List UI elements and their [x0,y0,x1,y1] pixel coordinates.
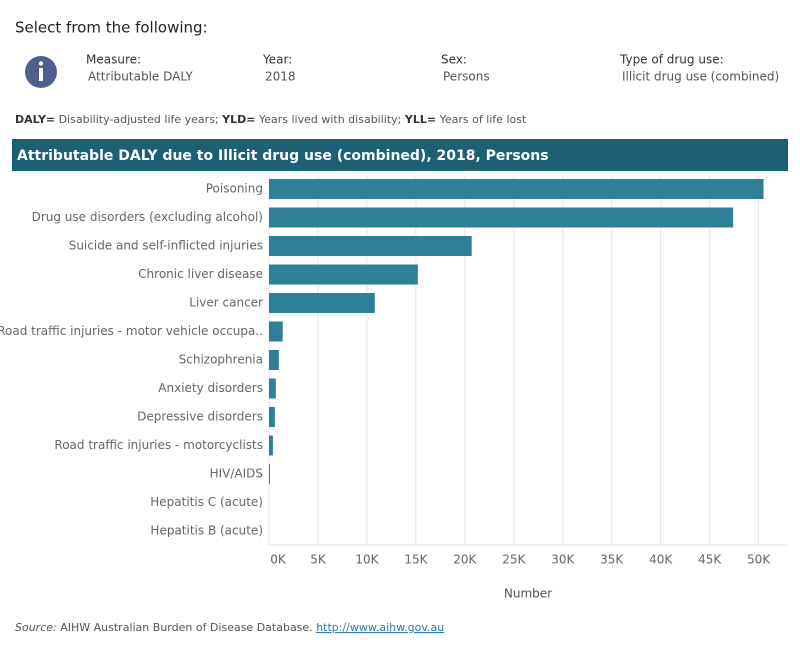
x-tick-label: 0K [270,553,287,567]
filter-value: 2018 [265,70,296,84]
y-tick-label: Depressive disorders [137,410,263,424]
note-text: Disability-adjusted life years; [55,113,222,126]
y-tick-label: Poisoning [206,182,263,196]
x-tick-label: 20K [453,553,477,567]
note-text: Years lived with disability; [255,113,404,126]
bar [269,179,764,199]
y-tick-label: Hepatitis B (acute) [150,524,263,538]
y-tick-label: Hepatitis C (acute) [150,495,263,509]
header-title: Select from the following: [15,19,208,37]
bar [269,378,276,399]
x-axis-label: Number [504,587,552,601]
x-tick-label: 25K [502,553,526,567]
y-tick-label: Road traffic injuries - motor vehicle oc… [0,324,263,338]
x-tick-label: 35K [600,553,624,567]
note-term: DALY= [15,113,55,126]
chart-banner [12,139,788,171]
filter-value: Persons [443,70,490,84]
source-label: Source: [15,621,57,634]
bar [269,264,418,285]
bar [269,236,472,256]
bar [269,407,275,427]
filter-label: Measure: [86,53,141,67]
filter-label: Sex: [441,53,467,67]
x-tick-label: 40K [649,553,673,567]
bar [269,293,375,313]
bar [269,464,270,484]
y-tick-label: Drug use disorders (excluding alcohol) [32,210,263,224]
filter-value: Attributable DALY [88,70,193,84]
chart-title: Attributable DALY due to Illicit drug us… [17,148,549,164]
y-tick-label: Chronic liver disease [138,267,263,281]
x-tick-label: 10K [355,553,379,567]
filter-label: Year: [262,53,292,67]
x-tick-label: 30K [551,553,575,567]
y-tick-label: Liver cancer [189,296,263,310]
x-tick-label: 45K [698,553,722,567]
bar [269,321,283,342]
filter-value: Illicit drug use (combined) [622,70,779,84]
filter-label: Type of drug use: [619,53,724,67]
source-text: AIHW Australian Burden of Disease Databa… [57,621,316,634]
y-tick-label: Anxiety disorders [158,381,263,395]
y-tick-label: HIV/AIDS [210,467,263,481]
note-text: Years of life lost [436,113,527,126]
info-icon [25,56,57,88]
x-tick-label: 5K [310,553,327,567]
note-term: YLL= [404,113,436,126]
source: Source: AIHW Australian Burden of Diseas… [15,621,444,634]
y-tick-label: Schizophrenia [179,353,263,367]
source-link[interactable]: http://www.aihw.gov.au [316,621,444,634]
note: DALY= Disability-adjusted life years; YL… [15,113,527,126]
bar [269,207,734,228]
note-term: YLD= [221,113,255,126]
x-tick-label: 50K [747,553,771,567]
bar [269,435,273,456]
y-tick-label: Suicide and self-inflicted injuries [69,239,263,253]
bar [269,350,279,370]
x-tick-label: 15K [404,553,428,567]
y-tick-label: Road traffic injuries - motorcyclists [54,438,263,452]
